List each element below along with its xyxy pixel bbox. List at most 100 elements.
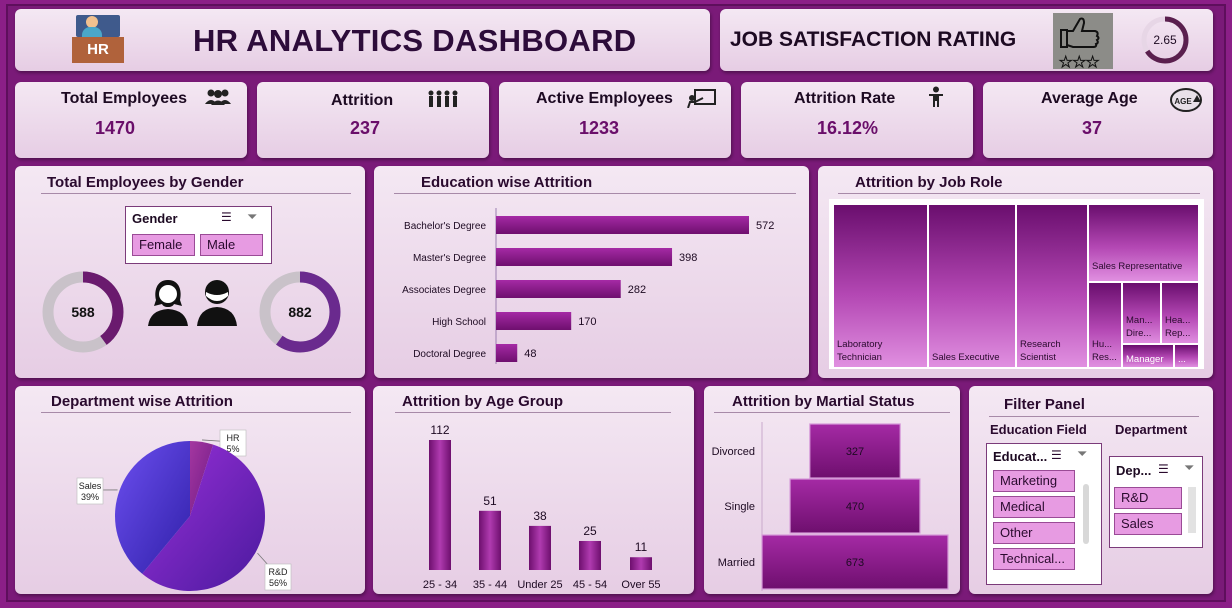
kpi-attrition-rate: Attrition Rate 16.12% bbox=[741, 82, 973, 158]
kpi-label: Attrition Rate bbox=[794, 90, 896, 107]
pie-percent-label: 5% bbox=[226, 444, 239, 454]
age-bar bbox=[479, 510, 501, 570]
category-label: Over 55 bbox=[621, 579, 660, 591]
department-heading: Department bbox=[1115, 422, 1188, 437]
job-satisfaction-card: JOB SATISFACTION RATING ★★★ 2.65 bbox=[720, 9, 1213, 72]
title-divider bbox=[394, 193, 796, 194]
data-label: 170 bbox=[578, 316, 596, 328]
treemap-label: Hea... Rep... bbox=[1165, 315, 1191, 339]
treemap-tile: Hea... Rep... bbox=[1162, 283, 1198, 343]
job-role-panel: Attrition by Job Role Laboratory Technic… bbox=[818, 166, 1213, 378]
category-label: Master's Degree bbox=[413, 253, 486, 264]
male-count: 882 bbox=[288, 304, 312, 320]
department-slicer-title: Dep... bbox=[1116, 463, 1152, 478]
kpi-label: Active Employees bbox=[536, 90, 673, 107]
category-label: Single bbox=[724, 501, 755, 513]
kpi-value: 16.12% bbox=[817, 118, 879, 138]
age-group-panel: Attrition by Age Group 112 25 - 34 51 35 - … bbox=[373, 386, 694, 594]
svg-text:AGE: AGE bbox=[1174, 97, 1192, 106]
data-label: 51 bbox=[483, 494, 497, 508]
title-divider bbox=[395, 412, 671, 413]
female-count: 588 bbox=[71, 304, 95, 320]
data-label: 398 bbox=[679, 252, 697, 264]
treemap-tile: Research Scientist bbox=[1017, 205, 1087, 367]
hr-logo-icon: HR bbox=[70, 15, 125, 63]
pie-label-box bbox=[264, 563, 292, 591]
logo-text: HR bbox=[72, 37, 124, 63]
category-label: 35 - 44 bbox=[473, 579, 507, 591]
filter-panel: Filter Panel Education Field Department … bbox=[969, 386, 1213, 594]
clear-filter-icon[interactable]: ⏷ bbox=[1184, 460, 1195, 475]
category-label: Divorced bbox=[712, 446, 755, 458]
kpi-value: 237 bbox=[350, 118, 381, 138]
department-option-rnd[interactable]: R&D bbox=[1114, 487, 1182, 509]
education-option-medical[interactable]: Medical bbox=[993, 496, 1075, 518]
job-satisfaction-title: JOB SATISFACTION RATING bbox=[730, 28, 1017, 51]
multi-select-icon[interactable]: ☰ bbox=[1158, 462, 1169, 476]
slicer-scrollbar[interactable] bbox=[1083, 484, 1089, 544]
department-slicer: Dep... ☰ ⏷ R&D Sales bbox=[1109, 456, 1203, 548]
kpi-total-employees: Total Employees 1470 bbox=[15, 82, 247, 158]
satisfaction-value: 2.65 bbox=[1153, 33, 1177, 47]
age-group-bar-chart: 112 25 - 34 51 35 - 44 38 Under 25 25 45 - 54 11… bbox=[423, 423, 661, 591]
kpi-label: Attrition bbox=[331, 92, 394, 109]
gender-panel: Total Employees by Gender Gender ☰ ⏷ Fem… bbox=[15, 166, 365, 378]
kpi-value: 37 bbox=[1082, 118, 1103, 138]
education-option-technical[interactable]: Technical... bbox=[993, 548, 1075, 570]
education-bar bbox=[496, 216, 749, 234]
female-icon bbox=[148, 280, 188, 326]
funnel-bar bbox=[809, 423, 901, 479]
page-title: HR ANALYTICS DASHBOARD bbox=[193, 23, 637, 58]
treemap-label: Sales Executive bbox=[932, 352, 1000, 363]
gender-option-female[interactable]: Female bbox=[132, 234, 195, 256]
treemap-label: Hu... Res... bbox=[1092, 339, 1117, 363]
treemap-label: Research Scientist bbox=[1020, 339, 1061, 363]
kpi-average-age: Average Age 37 AGE bbox=[983, 82, 1213, 158]
education-bar-chart: Bachelor's Degree 572 Master's Degree 398 As… bbox=[402, 208, 774, 364]
clear-filter-icon[interactable]: ⏷ bbox=[247, 209, 258, 224]
treemap-tile: Hu... Res... bbox=[1089, 283, 1121, 367]
category-label: Doctoral Degree bbox=[413, 349, 486, 360]
gender-slicer: Gender ☰ ⏷ Female Male bbox=[125, 206, 272, 264]
category-label: Married bbox=[718, 557, 755, 569]
pie-percent-label: 39% bbox=[81, 492, 99, 502]
kpi-label: Total Employees bbox=[61, 90, 187, 107]
multi-select-icon[interactable]: ☰ bbox=[1051, 448, 1062, 462]
education-option-marketing[interactable]: Marketing bbox=[993, 470, 1075, 492]
pie-slice bbox=[115, 441, 190, 574]
kpi-value: 1233 bbox=[579, 118, 620, 138]
multi-select-icon[interactable]: ☰ bbox=[221, 210, 232, 224]
title-divider bbox=[41, 193, 351, 194]
data-label: 38 bbox=[533, 509, 547, 523]
education-field-heading: Education Field bbox=[990, 422, 1087, 437]
svg-text:★★★: ★★★ bbox=[1059, 54, 1099, 69]
category-label: 45 - 54 bbox=[573, 579, 607, 591]
category-label: Bachelor's Degree bbox=[404, 221, 486, 232]
title-divider bbox=[41, 412, 351, 413]
age-group-panel-title: Attrition by Age Group bbox=[402, 393, 564, 410]
filter-panel-title: Filter Panel bbox=[1004, 396, 1085, 413]
group-icon bbox=[205, 89, 231, 105]
data-label: 11 bbox=[635, 540, 648, 554]
treemap-label: Man... Dire... bbox=[1126, 315, 1153, 339]
title-divider bbox=[714, 412, 950, 413]
slicer-scrollbar[interactable] bbox=[1188, 487, 1196, 533]
education-bar bbox=[496, 280, 621, 298]
data-label: 470 bbox=[846, 501, 864, 513]
male-icon bbox=[197, 280, 237, 326]
pie-slice bbox=[190, 441, 214, 516]
treemap-tile: Laboratory Technician bbox=[834, 205, 927, 367]
data-label: 48 bbox=[524, 348, 536, 360]
data-label: 327 bbox=[846, 446, 864, 458]
people-row-icon bbox=[428, 90, 458, 107]
gender-option-male[interactable]: Male bbox=[200, 234, 263, 256]
education-option-other[interactable]: Other bbox=[993, 522, 1075, 544]
category-label: Associates Degree bbox=[402, 285, 486, 296]
department-option-sales[interactable]: Sales bbox=[1114, 513, 1182, 535]
clear-filter-icon[interactable]: ⏷ bbox=[1077, 446, 1088, 461]
female-donut: 588 bbox=[42, 271, 124, 353]
treemap-label: Sales Representative bbox=[1092, 261, 1183, 272]
kpi-active-employees: Active Employees 1233 bbox=[499, 82, 731, 158]
data-label: 112 bbox=[430, 423, 449, 437]
data-label: 673 bbox=[846, 557, 864, 569]
